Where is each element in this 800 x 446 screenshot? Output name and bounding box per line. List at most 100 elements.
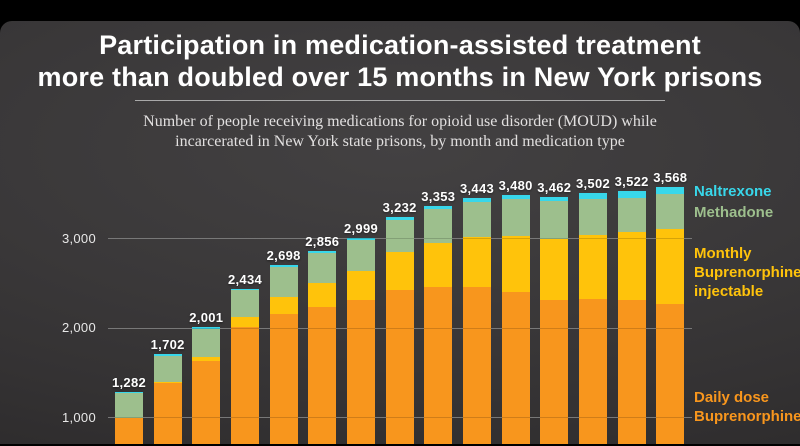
bar-value-label: 1,282	[111, 374, 147, 390]
bar-value-label: 3,443	[459, 181, 495, 197]
segment-naltrexone	[501, 195, 530, 199]
bar-value-label: 1,702	[150, 337, 185, 353]
bar	[231, 288, 259, 446]
bar	[115, 391, 143, 446]
bar-value-label: 2,434	[227, 271, 263, 287]
bar	[269, 265, 298, 446]
segment-methadone	[385, 219, 414, 253]
y-axis-tick-label: 2,000	[61, 320, 96, 335]
segment-monthly-buprenorphine-injectable	[347, 270, 375, 301]
chart-title-line1: Participation in medication-assisted tre…	[99, 30, 701, 60]
bar	[617, 191, 646, 446]
bar-value-label: 3,462	[537, 179, 572, 195]
segment-naltrexone	[617, 191, 646, 198]
segment-methadone	[192, 329, 221, 357]
bar	[579, 193, 607, 446]
bar	[656, 187, 685, 446]
segment-daily-dose-buprenorphine	[617, 299, 646, 446]
bar	[501, 195, 530, 446]
bar-value-label: 2,856	[305, 233, 340, 249]
segment-naltrexone	[463, 198, 491, 202]
segment-monthly-buprenorphine-injectable	[269, 296, 298, 315]
chart-subtitle: Number of people receiving medications f…	[0, 112, 800, 152]
gridline-overlay	[108, 417, 692, 418]
segment-daily-dose-buprenorphine	[153, 383, 182, 446]
gridline-overlay	[108, 327, 692, 329]
gridline-overlay	[108, 238, 692, 239]
legend-monthly-line3: injectable	[694, 283, 764, 300]
bottom-letterbox-bar	[0, 444, 800, 446]
segment-naltrexone	[579, 193, 607, 199]
segment-monthly-buprenorphine-injectable	[153, 381, 182, 384]
segment-monthly-buprenorphine-injectable	[308, 283, 337, 308]
chart-subtitle-line1: Number of people receiving medications f…	[143, 113, 657, 130]
segment-methadone	[308, 252, 337, 284]
bar	[424, 206, 453, 446]
segment-methadone	[269, 266, 298, 297]
segment-monthly-buprenorphine-injectable	[424, 243, 453, 287]
segment-methadone	[347, 240, 375, 271]
segment-daily-dose-buprenorphine	[424, 286, 453, 446]
segment-daily-dose-buprenorphine	[308, 307, 337, 446]
segment-monthly-buprenorphine-injectable	[463, 236, 491, 288]
segment-daily-dose-buprenorphine	[347, 300, 375, 446]
segment-methadone	[617, 197, 646, 233]
segment-methadone	[579, 198, 607, 235]
segment-monthly-buprenorphine-injectable	[231, 316, 259, 327]
segment-daily-dose-buprenorphine	[501, 291, 530, 446]
segment-daily-dose-buprenorphine	[385, 290, 414, 446]
segment-daily-dose-buprenorphine	[463, 287, 491, 446]
bar-value-label: 3,502	[575, 176, 611, 192]
segment-daily-dose-buprenorphine	[269, 314, 298, 446]
title-divider	[135, 100, 665, 101]
segment-naltrexone	[153, 354, 182, 356]
segment-monthly-buprenorphine-injectable	[617, 232, 646, 300]
chart-title: Participation in medication-assisted tre…	[0, 29, 800, 93]
legend-daily-dose-buprenorphine: Daily dose Buprenorphine	[694, 388, 800, 426]
segment-daily-dose-buprenorphine	[115, 417, 143, 446]
bar-value-label: 3,480	[498, 178, 533, 193]
legend-monthly-line1: Monthly	[694, 245, 752, 262]
legend-naltrexone: Naltrexone	[694, 183, 772, 200]
segment-methadone	[463, 201, 491, 237]
segment-monthly-buprenorphine-injectable	[540, 239, 569, 301]
segment-methadone	[231, 290, 259, 317]
segment-naltrexone	[115, 391, 143, 394]
legend-daily-line1: Daily dose	[694, 389, 770, 406]
bar	[192, 327, 221, 446]
bar	[463, 198, 491, 446]
chart-title-line2: more than doubled over 15 months in New …	[37, 62, 763, 92]
legend-monthly-line2: Buprenorphine	[694, 264, 800, 281]
segment-daily-dose-buprenorphine	[540, 300, 569, 446]
bar-value-label: 2,999	[343, 221, 379, 237]
segment-methadone	[153, 355, 182, 382]
segment-naltrexone	[656, 187, 685, 194]
segment-daily-dose-buprenorphine	[579, 298, 607, 446]
segment-daily-dose-buprenorphine	[192, 360, 221, 446]
bar-value-label: 2,001	[189, 310, 224, 326]
segment-methadone	[656, 193, 685, 229]
bar	[347, 238, 375, 446]
segment-monthly-buprenorphine-injectable	[656, 228, 685, 304]
bar-value-label: 3,568	[653, 170, 688, 186]
segment-monthly-buprenorphine-injectable	[192, 356, 221, 361]
segment-naltrexone	[385, 217, 414, 220]
bar-value-label: 2,698	[266, 248, 301, 263]
segment-naltrexone	[347, 238, 375, 241]
segment-methadone	[115, 393, 143, 418]
segment-monthly-buprenorphine-injectable	[579, 234, 607, 299]
bar-value-label: 3,522	[614, 174, 649, 190]
legend-monthly-buprenorphine-injectable: Monthly Buprenorphine injectable	[694, 244, 800, 301]
segment-naltrexone	[269, 265, 298, 267]
segment-naltrexone	[540, 196, 569, 202]
segment-methadone	[501, 198, 530, 236]
bar	[540, 196, 569, 446]
segment-monthly-buprenorphine-injectable	[385, 252, 414, 291]
segment-naltrexone	[192, 327, 221, 329]
segment-naltrexone	[231, 288, 259, 291]
segment-daily-dose-buprenorphine	[656, 303, 685, 446]
segment-monthly-buprenorphine-injectable	[501, 235, 530, 292]
legend-methadone: Methadone	[694, 204, 774, 221]
bar	[153, 354, 182, 446]
